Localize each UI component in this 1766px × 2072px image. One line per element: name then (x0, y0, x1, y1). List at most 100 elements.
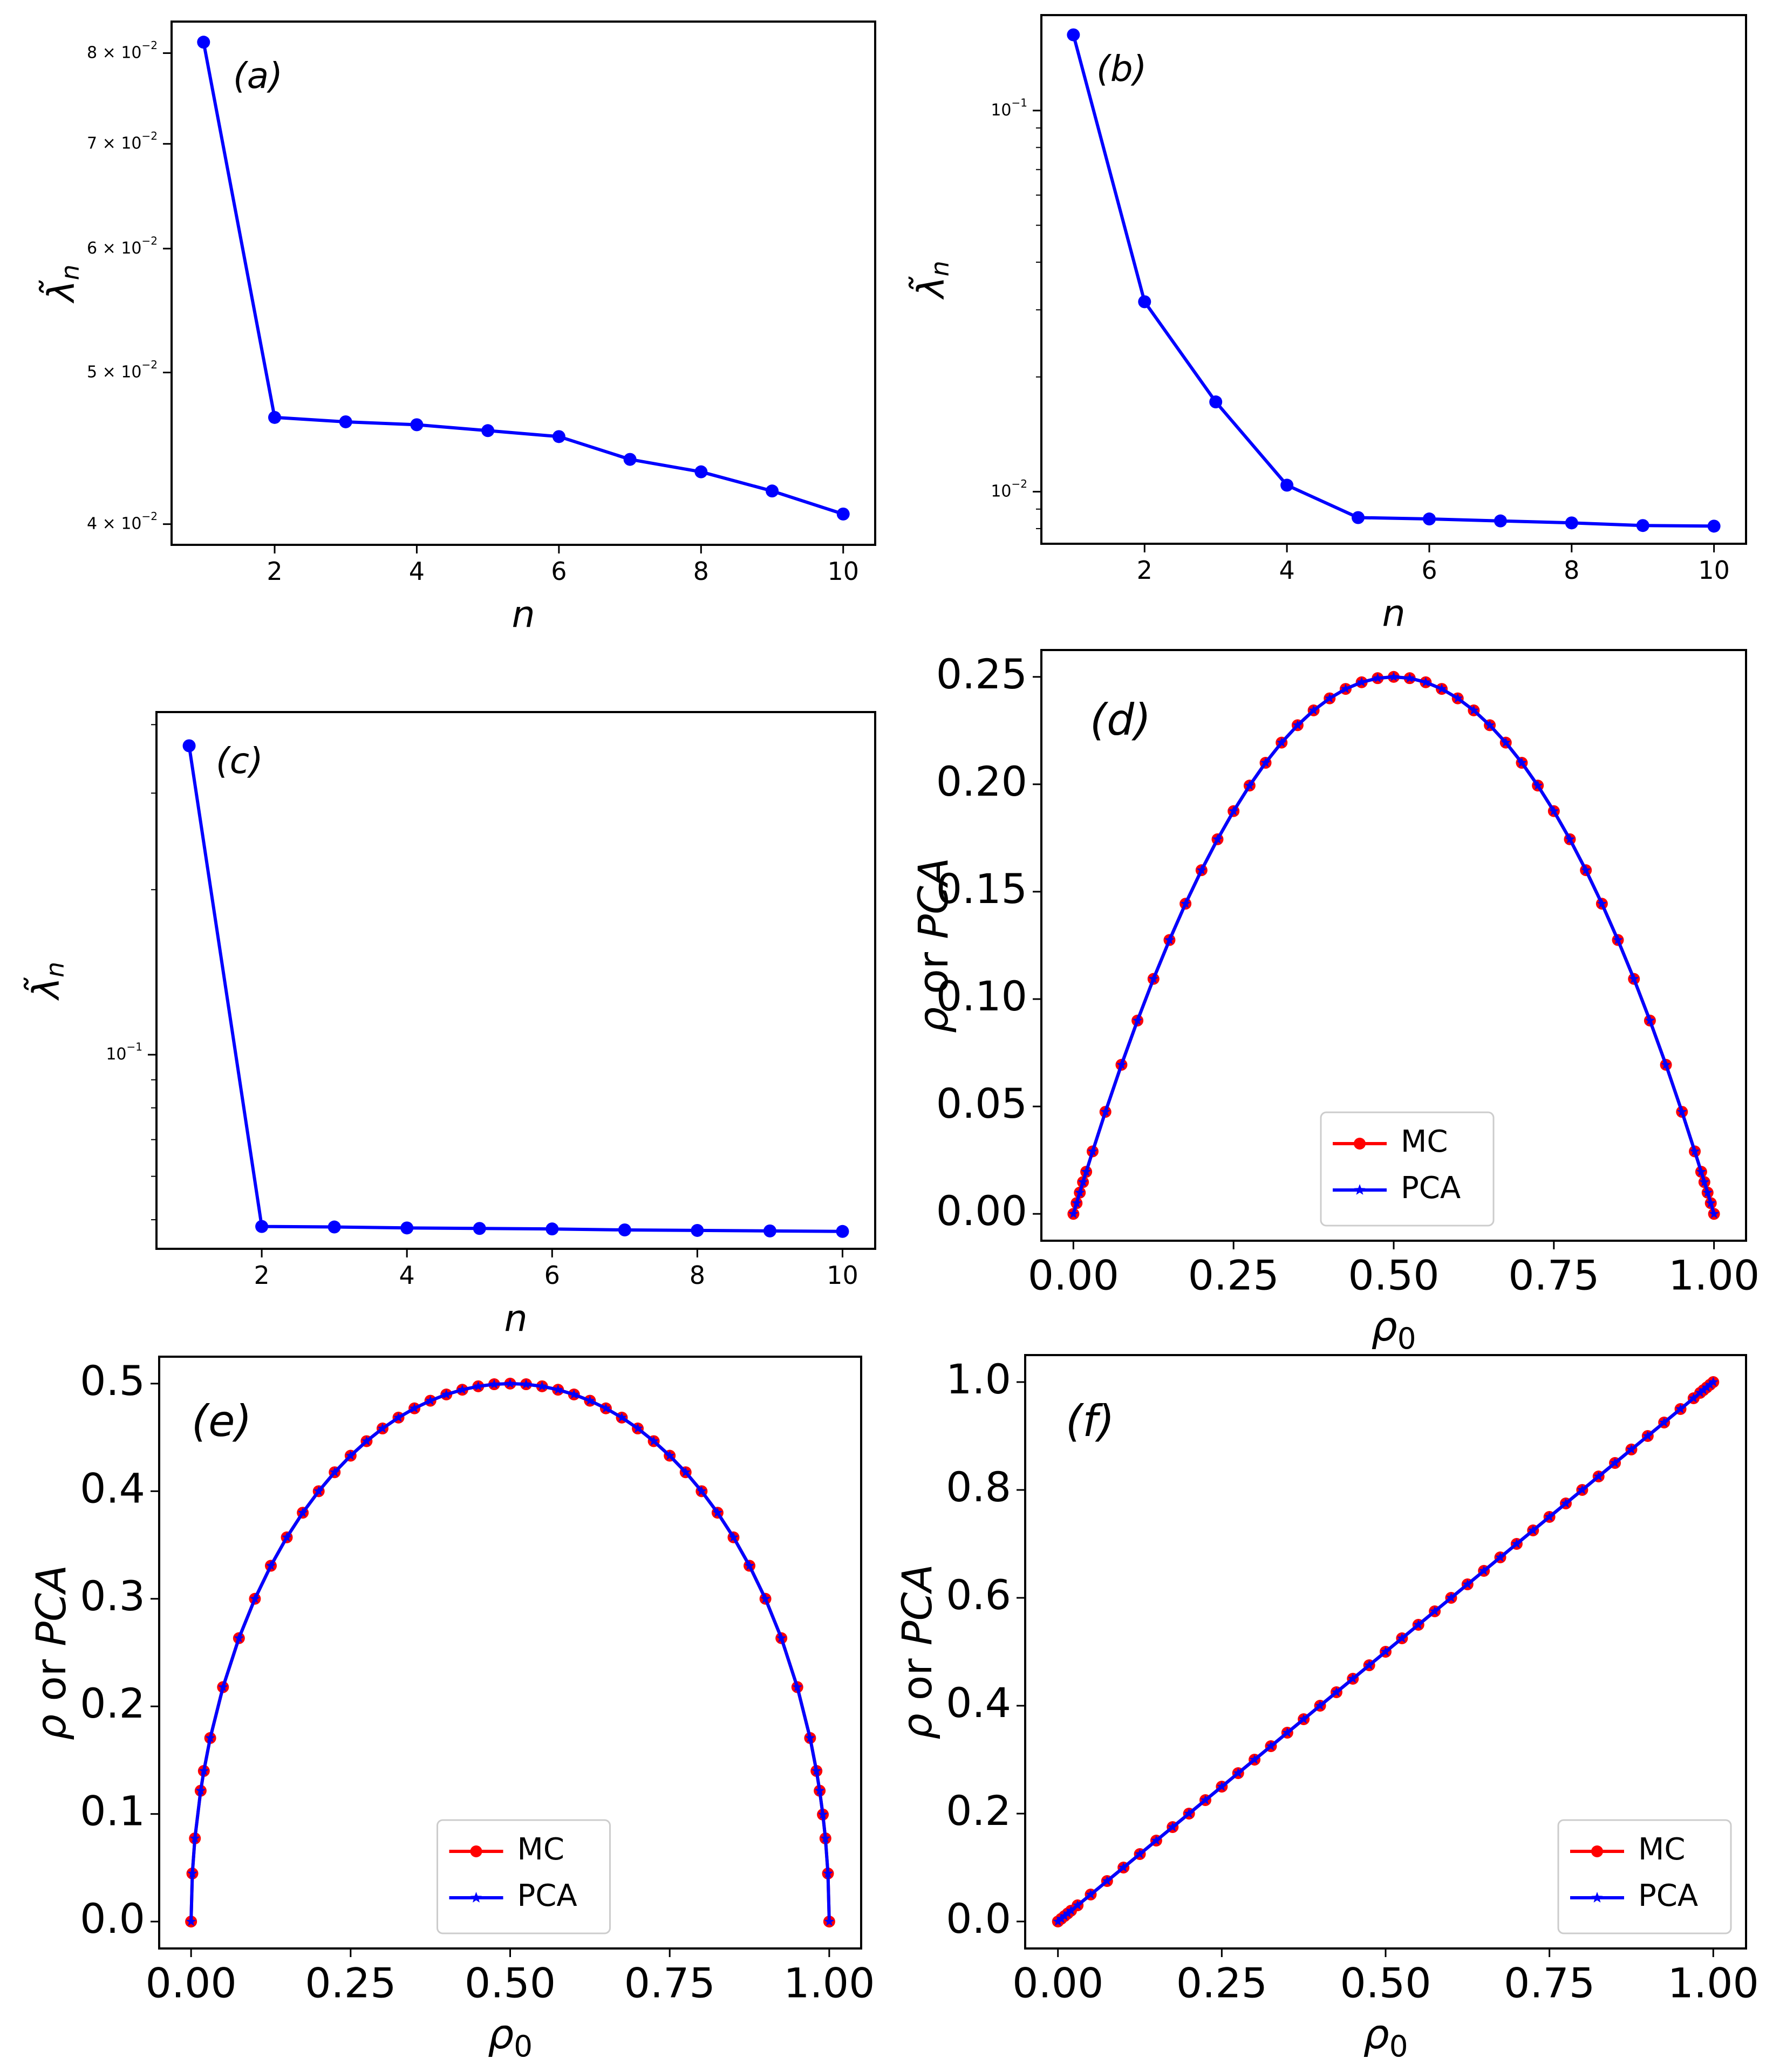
data-point-pca (814, 1785, 825, 1795)
data-point-pca (1062, 1908, 1073, 1918)
data-point-pca (584, 1395, 595, 1405)
x-axis-label: ρ0 (488, 2010, 533, 2063)
x-tick-label: 0.50 (1340, 1959, 1431, 2007)
x-tick-label: 0.50 (1348, 1252, 1439, 1300)
y-tick-label: 0.5 (80, 1357, 145, 1405)
legend-label-mc: MC (1401, 1124, 1448, 1159)
plot-frame (1040, 14, 1747, 545)
data-point-pca (664, 1450, 675, 1460)
legend-marker-pca (1354, 1184, 1366, 1195)
data-point-pca (1517, 757, 1527, 768)
x-tick-label: 4 (399, 1261, 415, 1290)
data-point-pca (217, 1681, 228, 1692)
y-tick-mantissa: 6 × 10 (87, 238, 141, 257)
data-point-pca (1276, 737, 1287, 747)
data-point-pca (345, 1450, 356, 1460)
data-point-pca (820, 1833, 831, 1843)
y-tick-label: 0.4 (80, 1464, 145, 1512)
y-label-lambda: λ̃ (38, 280, 83, 304)
y-axis-label: ρ or PCA (909, 858, 957, 1033)
x-tick-label: 6 (551, 557, 567, 586)
y-tick-mantissa: 4 × 10 (87, 514, 141, 533)
data-point-pca (1164, 934, 1175, 945)
data-point-eigenvalues (836, 507, 850, 521)
panel-label: (f) (1066, 1396, 1115, 1446)
y-label-rho: ρ (893, 1713, 941, 1739)
y-tick-label: 0.0 (946, 1895, 1011, 1943)
data-point-pca (361, 1435, 372, 1446)
y-tick-mantissa: 5 × 10 (87, 363, 141, 381)
x-label-rho: ρ (1363, 2010, 1389, 2058)
data-point-pca (1597, 898, 1607, 908)
y-tick-mantissa: 7 × 10 (87, 134, 141, 153)
data-point-pca (1347, 1673, 1358, 1684)
y-label-subscript: n (925, 261, 954, 276)
x-tick-label: 0.00 (146, 1959, 237, 2007)
data-point-pca (1388, 671, 1399, 681)
x-tick-label: 0.25 (1188, 1252, 1279, 1300)
data-point-pca (1072, 1900, 1083, 1910)
legend-label-mc: MC (1638, 1832, 1685, 1867)
data-point-pca (521, 1379, 531, 1389)
data-point-pca (1244, 780, 1255, 790)
data-point-pca (1315, 1700, 1325, 1711)
y-label-lambda: λ̃ (908, 276, 952, 300)
y-tick-exponent: −2 (142, 358, 158, 371)
data-point-pca (1260, 757, 1271, 768)
data-point-eigenvalues (552, 430, 565, 443)
data-point-pca (1081, 1166, 1092, 1177)
data-point-pca (1413, 1619, 1424, 1630)
data-point-pca (1196, 865, 1207, 875)
plot-frame (1024, 1354, 1747, 1950)
data-point-pca (1706, 1198, 1716, 1208)
y-axis-label: λ̃n (23, 962, 69, 1001)
series-line-eigenvalues (187, 746, 843, 1233)
data-point-pca (329, 1467, 340, 1477)
x-tick-label: 8 (1564, 556, 1579, 585)
data-point-pca (696, 1486, 707, 1496)
data-point-pca (1135, 1849, 1145, 1859)
data-point-pca (1577, 1485, 1587, 1495)
x-tick-label: 0.75 (1508, 1252, 1599, 1300)
data-point-pca (1059, 1911, 1070, 1921)
y-tick-exponent: −2 (142, 38, 158, 51)
data-point-pca (728, 1531, 739, 1542)
data-point-pca (649, 1435, 659, 1446)
legend: MC PCA (1320, 1111, 1495, 1227)
data-point-pca (537, 1380, 548, 1391)
x-tick-label: 2 (254, 1261, 269, 1290)
chart-panel-e: 0.0 0.1 0.2 0.3 0.4 0.5 0.00 0.25 0.50 0.75 1.00 (e… (27, 1356, 875, 2063)
data-point-pca (601, 1403, 611, 1413)
data-point-pca (409, 1403, 420, 1413)
y-tick-label: 1.0 (946, 1355, 1011, 1403)
plot-frame (1040, 649, 1747, 1242)
data-point-pca (1068, 1208, 1079, 1219)
data-point-eigenvalues (339, 415, 352, 428)
data-point-pca (817, 1809, 828, 1819)
chart-panel-b: 10−210−12 4 6 8 10(b)λ̃nn (908, 14, 1747, 635)
data-point-pca (473, 1380, 483, 1391)
data-point-pca (249, 1593, 260, 1603)
x-axis-label: n (504, 1297, 527, 1340)
data-point-pca (1216, 1781, 1227, 1791)
data-point-pca (1565, 833, 1575, 844)
data-point-pca (1180, 898, 1191, 908)
y-tick-label: 0.1 (80, 1787, 145, 1835)
data-point-pca (632, 1423, 643, 1433)
data-point-eigenvalues (1280, 478, 1294, 492)
series-line-pca (189, 1382, 831, 1922)
data-point-pca (1132, 1015, 1143, 1025)
data-point-pca (1340, 683, 1351, 694)
data-point-pca (1532, 780, 1543, 790)
data-point-pca (1102, 1876, 1113, 1886)
x-axis-label: ρ0 (1371, 1302, 1416, 1356)
panel-label: (c) (216, 740, 263, 782)
x-tick-label: 1.00 (783, 1959, 875, 2007)
data-point-eigenvalues (400, 1221, 414, 1235)
data-point-pca (377, 1423, 388, 1433)
y-tick-exponent: −1 (127, 1040, 142, 1053)
data-point-pca (1708, 1377, 1719, 1387)
data-point-pca (1528, 1525, 1538, 1535)
data-point-pca (187, 1868, 197, 1878)
data-point-pca (393, 1412, 404, 1422)
